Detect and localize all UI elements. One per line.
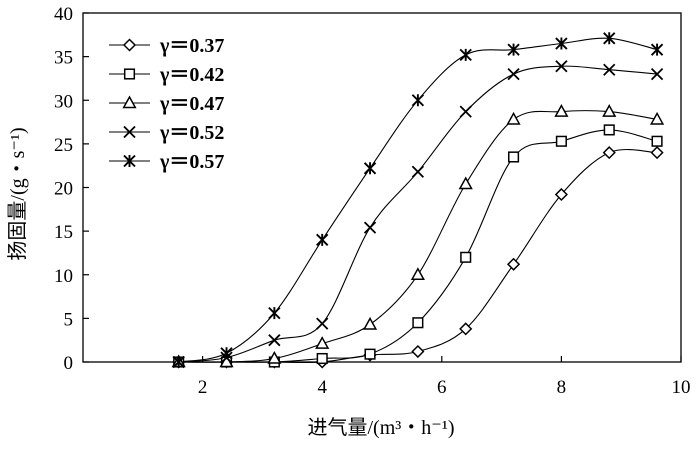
data-point-series-2 (460, 251, 472, 263)
legend-marker-4 (123, 125, 136, 139)
y-tick-label: 35 (54, 48, 73, 69)
y-tick-label: 5 (64, 309, 74, 330)
series-markers (171, 32, 665, 369)
data-point-series-5 (650, 43, 664, 56)
data-point-series-4 (459, 105, 472, 118)
series-line-1 (178, 148, 658, 364)
data-point-series-1 (459, 322, 473, 336)
x-axis-label: 进气量/(m³・h⁻¹) (308, 416, 455, 439)
data-point-series-5 (220, 347, 233, 360)
data-point-series-2 (412, 317, 424, 329)
ticks: 0 5 10 15 20 25 30 35 40 2 4 6 8 10 (54, 4, 691, 398)
data-point-series-3 (506, 111, 521, 125)
data-point-series-3 (650, 111, 665, 125)
data-point-series-2 (364, 348, 376, 360)
data-point-series-4 (555, 60, 568, 73)
legend-label-2: γ＝0.42 (159, 64, 224, 86)
series-lines (178, 37, 658, 364)
data-point-series-5 (316, 233, 329, 247)
data-point-series-1 (554, 187, 568, 202)
x-tick-label: 8 (557, 377, 567, 398)
data-point-series-5 (268, 306, 281, 320)
legend-marker-1 (122, 38, 137, 52)
data-point-series-4 (316, 317, 329, 330)
data-point-series-5 (507, 43, 520, 56)
data-point-series-3 (362, 316, 378, 330)
y-tick-label: 30 (54, 91, 73, 112)
data-point-series-1 (506, 257, 521, 271)
legend-label-4: γ＝0.52 (159, 122, 224, 144)
data-point-series-1 (411, 344, 425, 359)
data-point-series-2 (603, 124, 615, 136)
x-tick-label: 2 (198, 377, 208, 398)
data-point-series-1 (650, 146, 664, 160)
data-point-series-4 (411, 165, 425, 178)
data-point-series-2 (651, 135, 663, 147)
data-point-series-2 (508, 151, 520, 163)
data-point-series-3 (554, 104, 569, 117)
y-tick-label: 0 (64, 353, 74, 374)
data-point-series-5 (555, 37, 568, 50)
legend-marker-5 (123, 154, 136, 168)
x-tick-label: 4 (317, 377, 327, 398)
data-point-series-4 (268, 334, 281, 347)
y-tick-label: 20 (54, 179, 73, 200)
y-tick-label: 15 (54, 222, 73, 243)
x-tick-label: 6 (437, 377, 447, 398)
data-point-series-3 (458, 176, 473, 190)
x-tick-label: 10 (672, 377, 691, 398)
legend-label-1: γ＝0.37 (159, 35, 224, 57)
data-point-series-2 (555, 135, 567, 147)
data-point-series-3 (267, 350, 282, 364)
legend-label-3: γ＝0.47 (159, 93, 224, 115)
y-axis-label: 扬固量/(g・s⁻¹) (6, 127, 29, 260)
data-point-series-4 (363, 221, 377, 234)
y-tick-label: 10 (54, 266, 73, 287)
legend-marker-2 (123, 68, 136, 80)
legend: γ＝0.37 γ＝0.42 γ＝0.47 γ＝0.52 γ＝0.57 (109, 35, 224, 173)
y-tick-label: 25 (54, 135, 73, 156)
data-point-series-3 (602, 104, 617, 117)
data-point-series-4 (507, 67, 520, 81)
legend-label-5: γ＝0.57 (159, 151, 224, 173)
data-point-series-3 (410, 267, 425, 280)
data-point-series-2 (316, 352, 328, 365)
data-point-series-5 (363, 162, 377, 175)
data-point-series-1 (602, 146, 616, 160)
data-point-series-4 (603, 63, 616, 76)
data-point-series-4 (650, 67, 664, 81)
data-point-series-5 (172, 355, 185, 369)
series-line-5 (178, 37, 658, 363)
data-point-series-3 (315, 336, 330, 349)
data-point-series-5 (603, 32, 616, 45)
series-line-3 (178, 110, 658, 363)
data-point-series-5 (411, 94, 425, 107)
series-line-2 (178, 129, 658, 363)
legend-marker-3 (122, 95, 137, 109)
data-point-series-5 (459, 48, 472, 62)
y-tick-label: 40 (54, 4, 73, 25)
